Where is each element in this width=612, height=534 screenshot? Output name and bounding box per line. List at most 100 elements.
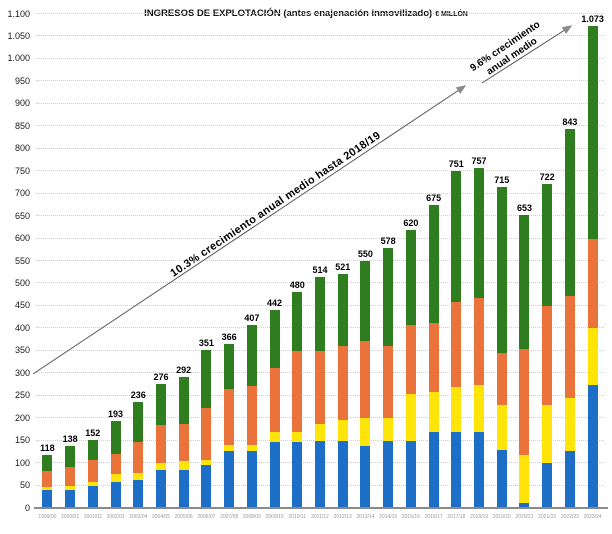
bar [564,129,575,508]
segment-green [564,129,575,297]
bar [292,292,303,508]
y-axis-label: 850 [14,120,30,131]
segment-green [155,384,166,425]
y-axis-label: 0 [24,502,30,513]
bar [269,309,280,508]
bar [87,439,98,508]
segment-orange [292,350,303,432]
bar [542,183,553,508]
bar-value-label: 653 [516,202,532,213]
bar-value-label: 292 [176,364,192,375]
segment-yellow [87,481,98,487]
bar-column-2018-19: 757 [468,14,491,508]
y-axis-label: 350 [14,345,30,356]
x-axis-label: 2006/07 [197,514,216,520]
bar [405,229,416,508]
x-axis-label: 2009/10 [265,514,284,520]
x-axis-label: 1999/00 [38,514,57,520]
segment-blue [496,449,507,508]
segment-blue [201,465,212,508]
segment-yellow [292,431,303,442]
segment-green [542,183,553,306]
bar-value-label: 407 [244,313,260,324]
bar-value-label: 276 [153,372,169,383]
segment-orange [519,348,530,456]
x-axis-line [34,507,608,509]
bar-column-2019-20: 715 [490,14,513,508]
gridline [36,57,604,59]
x-axis-label: 2013/14 [356,514,375,520]
y-axis-label: 450 [14,300,30,311]
segment-blue [542,463,553,508]
segment-orange [587,238,598,329]
segment-green [87,439,98,460]
segment-orange [224,389,235,446]
x-axis-label: 2008/09 [242,514,261,520]
segment-green [314,277,325,351]
y-axis-label: 900 [14,98,30,109]
segment-orange [65,466,76,487]
bar-value-label: 138 [62,434,78,445]
y-axis-label: 550 [14,255,30,266]
bar [65,446,76,508]
y-axis-label: 1.100 [7,8,30,19]
segment-orange [474,298,485,385]
bar [314,277,325,508]
segment-green [451,170,462,303]
bar-value-label: 521 [335,262,351,273]
bar-column-1999-00: 118 [36,14,59,508]
segment-orange [337,346,348,421]
y-axis-label: 950 [14,75,30,86]
bar-column-2011-12: 514 [309,14,332,508]
segment-yellow [201,459,212,466]
x-axis-label: 2001/02 [83,514,102,520]
segment-orange [269,367,280,432]
segment-orange [451,302,462,387]
segment-yellow [383,418,394,441]
bar [246,325,257,508]
segment-blue [42,490,53,508]
bar-column-2010-11: 480 [286,14,309,508]
bar [178,376,189,508]
x-axis-label: 2019/20 [492,514,511,520]
segment-orange [542,305,553,405]
y-axis: 0 50 100 150 200 250 300 350 400 450 500 550 600 650 7… [0,0,30,534]
bar [360,261,371,508]
bar [383,248,394,508]
bar-value-label: 757 [471,156,487,167]
y-axis-label: 750 [14,165,30,176]
bar-column-2008-09: 407 [240,14,263,508]
segment-orange [405,324,416,394]
segment-yellow [269,431,280,442]
x-axis-label: 2004/05 [151,514,170,520]
segment-yellow [496,404,507,450]
x-axis-label: 2021/22 [538,514,557,520]
bar-column-2016-17: 675 [422,14,445,508]
segment-blue [155,469,166,508]
segment-orange [564,296,575,398]
bar-value-label: 236 [130,390,146,401]
x-axis-label: 2015/16 [401,514,420,520]
segment-green [42,455,53,472]
y-axis-label: 600 [14,233,30,244]
gridline [36,80,604,82]
segment-green [587,26,598,239]
bar [587,26,598,508]
segment-orange [428,322,439,393]
segment-yellow [564,398,575,451]
bar [155,384,166,508]
x-axis-label: 2010/11 [288,514,307,520]
x-axis-label: 2011/12 [311,514,329,520]
segment-green [201,350,212,409]
bar [428,204,439,508]
bar [474,168,485,508]
segment-blue [337,440,348,508]
segment-yellow [110,474,121,482]
bar-column-2013-14: 550 [354,14,377,508]
bar-value-label: 715 [494,174,510,185]
bar-column-2001-02: 152 [81,14,104,508]
bar-value-label: 620 [403,217,419,228]
segment-green [519,214,530,349]
x-axis-label: 2003/04 [129,514,148,520]
segment-green [246,325,257,386]
